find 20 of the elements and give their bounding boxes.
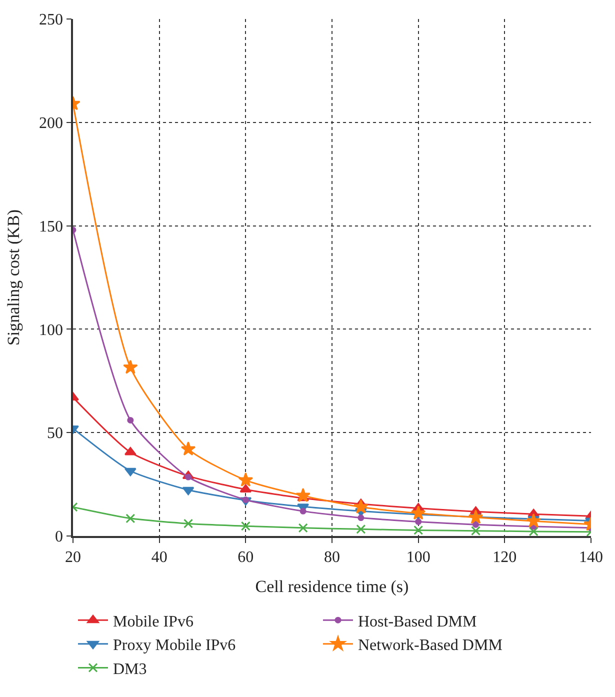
x-tick-label: 40 (151, 548, 168, 566)
x-tick-label: 60 (238, 548, 254, 566)
y-tick-label: 150 (39, 218, 64, 236)
y-tick-label: 100 (39, 322, 64, 339)
legend-label: Mobile IPv6 (113, 613, 194, 630)
x-axis-title: Cell residence time (s) (255, 576, 409, 596)
y-tick-label: 250 (39, 12, 64, 29)
x-tick-label: 100 (406, 548, 430, 566)
legend-label: DM3 (113, 660, 147, 678)
legend-label: Network-Based DMM (358, 637, 502, 654)
y-tick-label: 200 (39, 115, 64, 132)
x-tick-label: 20 (65, 548, 81, 566)
y-axis-title: Signaling cost (KB) (4, 210, 24, 346)
legend-label: Host-Based DMM (358, 613, 477, 630)
y-tick-label: 0 (55, 528, 64, 546)
y-tick-label: 50 (47, 425, 64, 442)
x-tick-label: 80 (324, 548, 340, 566)
x-tick-label: 120 (492, 548, 517, 566)
legend-label: Proxy Mobile IPv6 (113, 637, 236, 654)
x-tick-label: 140 (579, 548, 603, 566)
